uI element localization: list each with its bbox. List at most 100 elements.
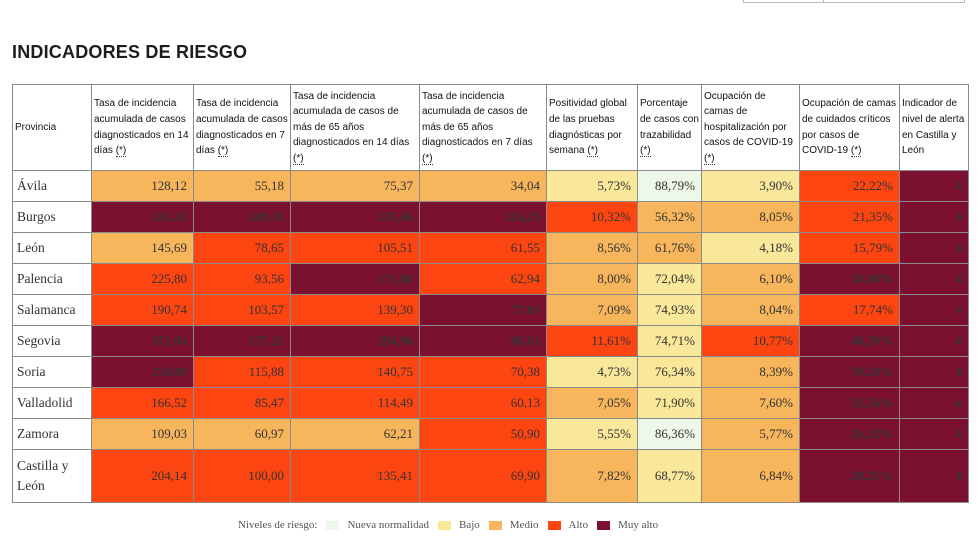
header-cell: Ocupación de camas de cuidados críticos … xyxy=(799,84,900,171)
indicator-cell: 6,84% xyxy=(701,449,800,503)
indicator-cell: 70,59% xyxy=(799,356,900,388)
header-cell: Porcentaje de casos con trazabilidad (*) xyxy=(637,84,702,171)
indicator-cell: 28,25% xyxy=(799,449,900,503)
indicator-cell: 72,04% xyxy=(637,263,702,295)
indicator-cell: 74,93% xyxy=(637,294,702,326)
indicator-cell: 103,57 xyxy=(193,294,291,326)
table-row: Soria 250,89 115,88 140,75 70,38 4,73% 76,34% 8… xyxy=(12,356,969,388)
indicator-cell: 48,39% xyxy=(799,325,900,357)
indicator-cell: 128,12 xyxy=(91,170,194,202)
table-row: Burgos 331,33 149,31 235,46 114,23 10,32% 56,3… xyxy=(12,201,969,233)
table-row: Palencia 225,80 93,56 171,88 62,94 8,00% 72,04… xyxy=(12,263,969,295)
header-cell: Ocupación de camas de hospitalización po… xyxy=(701,84,800,171)
indicator-cell: 61,76% xyxy=(637,232,702,264)
indicator-cell: 68,77% xyxy=(637,449,702,503)
indicator-cell: 372,04 xyxy=(91,325,194,357)
header-cell: Tasa de incidencia acumulada de casos de… xyxy=(290,84,420,171)
table-row: Salamanca 190,74 103,57 139,30 77,01 7,09% 74,… xyxy=(12,294,969,326)
table-header-row: Provincia Tasa de incidencia acumulada d… xyxy=(12,84,969,171)
indicator-cell: 55,18 xyxy=(193,170,291,202)
legend-swatch xyxy=(438,520,451,530)
indicator-cell: 5,77% xyxy=(701,418,800,450)
indicator-cell: 5,73% xyxy=(546,170,638,202)
indicator-cell: 8,05% xyxy=(701,201,800,233)
alert-level-cell: 4 xyxy=(899,325,969,357)
indicator-cell: 7,82% xyxy=(546,449,638,503)
indicator-cell: 190,74 xyxy=(91,294,194,326)
top-toolbar-box xyxy=(743,0,965,3)
footnote-marker[interactable]: (*) xyxy=(640,145,651,158)
indicator-cell: 114,49 xyxy=(290,387,420,419)
header-cell: Tasa de incidencia acumulada de casos di… xyxy=(193,84,291,171)
indicator-cell: 149,31 xyxy=(193,201,291,233)
legend-item: Nueva normalidad xyxy=(326,519,429,531)
alert-level-cell: 4 xyxy=(899,170,969,202)
indicator-cell: 60,13 xyxy=(419,387,547,419)
indicator-cell: 177,22 xyxy=(193,325,291,357)
table-row: León 145,69 78,65 105,51 61,55 8,56% 61,76% 4,1… xyxy=(12,232,969,264)
legend-swatch xyxy=(326,520,340,530)
indicator-cell: 17,74% xyxy=(799,294,900,326)
legend-label: Muy alto xyxy=(618,519,659,531)
top-toolbar-divider xyxy=(823,0,824,3)
indicator-cell: 225,80 xyxy=(91,263,194,295)
indicator-cell: 11,61% xyxy=(546,325,638,357)
alert-level-cell: 4 xyxy=(899,294,969,326)
indicator-cell: 235,46 xyxy=(290,201,420,233)
footnote-marker[interactable]: (*) xyxy=(850,145,862,158)
indicator-cell: 85,47 xyxy=(193,387,291,419)
indicator-cell: 6,10% xyxy=(701,263,800,295)
alert-level-cell: 4 xyxy=(899,387,969,419)
indicator-cell: 8,04% xyxy=(701,294,800,326)
footnote-marker[interactable]: (*) xyxy=(704,152,715,165)
alert-level-cell: 4 xyxy=(899,449,969,503)
footnote-marker[interactable]: (*) xyxy=(422,152,433,165)
footnote-marker[interactable]: (*) xyxy=(217,145,229,158)
indicator-cell: 76,34% xyxy=(637,356,702,388)
province-cell: Segovia xyxy=(12,325,92,357)
indicator-cell: 26,32% xyxy=(799,418,900,450)
legend-swatch xyxy=(547,520,561,530)
legend-item: Alto xyxy=(547,519,589,531)
indicator-cell: 56,32% xyxy=(637,201,702,233)
risk-indicators-table: Provincia Tasa de incidencia acumulada d… xyxy=(12,84,969,503)
indicator-cell: 62,21 xyxy=(290,418,420,450)
indicator-cell: 145,69 xyxy=(91,232,194,264)
footnote-marker[interactable]: (*) xyxy=(587,145,598,158)
indicator-cell: 10,77% xyxy=(701,325,800,357)
indicator-cell: 8,00% xyxy=(546,263,638,295)
legend-label: Alto xyxy=(568,519,589,531)
indicator-cell: 3,90% xyxy=(701,170,800,202)
alert-level-cell: 4 xyxy=(899,263,969,295)
province-cell: Salamanca xyxy=(12,294,92,326)
footnote-marker[interactable]: (*) xyxy=(115,145,127,158)
indicator-cell: 204,14 xyxy=(91,449,194,503)
province-cell: León xyxy=(12,232,92,264)
indicator-cell: 34,04 xyxy=(419,170,547,202)
indicator-cell: 140,75 xyxy=(290,356,420,388)
legend-label: Bajo xyxy=(459,519,480,531)
indicator-cell: 250,89 xyxy=(91,356,194,388)
province-cell: Ávila xyxy=(12,170,92,202)
indicator-cell: 60,97 xyxy=(193,418,291,450)
indicator-cell: 93,56 xyxy=(193,263,291,295)
risk-legend: Niveles de riesgo: Nueva normalidad Bajo M… xyxy=(238,519,658,531)
indicator-cell: 105,51 xyxy=(290,232,420,264)
indicator-cell: 114,23 xyxy=(419,201,547,233)
header-cell: Positividad global de las pruebas diagnó… xyxy=(546,84,638,171)
alert-level-cell: 4 xyxy=(899,201,969,233)
indicator-cell: 7,09% xyxy=(546,294,638,326)
indicator-cell: 21,35% xyxy=(799,201,900,233)
indicator-cell: 32,56% xyxy=(799,387,900,419)
alert-level-cell: 4 xyxy=(899,356,969,388)
indicator-cell: 5,55% xyxy=(546,418,638,450)
footnote-marker[interactable]: (*) xyxy=(293,152,304,165)
indicator-cell: 135,41 xyxy=(290,449,420,503)
indicator-cell: 4,18% xyxy=(701,232,800,264)
header-cell: Indicador de nivel de alerta en Castilla… xyxy=(899,84,969,171)
header-cell: Tasa de incidencia acumulada de casos di… xyxy=(91,84,194,171)
province-cell: Burgos xyxy=(12,201,92,233)
indicator-cell: 166,52 xyxy=(91,387,194,419)
indicator-cell: 74,71% xyxy=(637,325,702,357)
indicator-cell: 71,90% xyxy=(637,387,702,419)
